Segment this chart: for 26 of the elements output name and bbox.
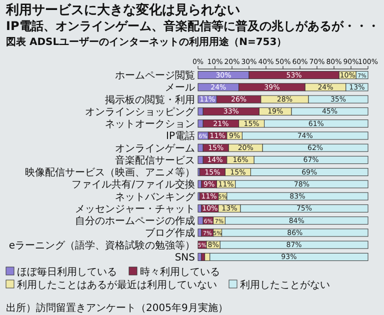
category: IP電話 <box>166 131 195 142</box>
bar <box>198 252 202 261</box>
legend-label: 利用したことはあるが最近は利用していない <box>17 280 217 291</box>
category: ネットバンキング <box>115 192 195 203</box>
category: 自分のホームページの作成 <box>75 216 195 228</box>
legend-label: 利用したことがない <box>240 280 330 291</box>
category: ファイル共有/ファイル交換 <box>72 180 195 191</box>
category: メッセンジャー・チャット <box>75 204 195 215</box>
category: ブログ作成 <box>145 228 195 240</box>
subtitle: IP電話、オンラインゲーム、音楽配信等に普及の兆しがあるが・・・ <box>6 19 380 33</box>
category: 掲示板の閲覧・利用 <box>105 94 195 106</box>
legend-label: ほぼ毎日利用している <box>17 267 117 278</box>
annotation: 出所）訪問留置きアンケート（2005年9月実施） <box>6 303 228 314</box>
category: eラーニング（語学、資格試験の勉強等） <box>8 240 195 252</box>
category: メール <box>165 82 195 94</box>
category: オンラインゲーム <box>115 143 195 154</box>
title: 利用サービスに大きな変化は見られない <box>6 3 240 18</box>
bar <box>201 252 206 261</box>
category: ネットオークション <box>105 119 195 130</box>
category: 音楽配信サービス <box>115 155 195 166</box>
category: SNS <box>174 252 195 264</box>
category: オンラインショッピング <box>85 106 195 118</box>
category: ホームページ閲覧 <box>115 70 195 82</box>
legend-label: 時々利用している <box>140 267 220 278</box>
category: 映像配信サービス（映画、アニメ等） <box>25 168 195 179</box>
annotation: 図表 ADSLユーザーのインターネットの利用用途（N=753） <box>6 37 287 48</box>
